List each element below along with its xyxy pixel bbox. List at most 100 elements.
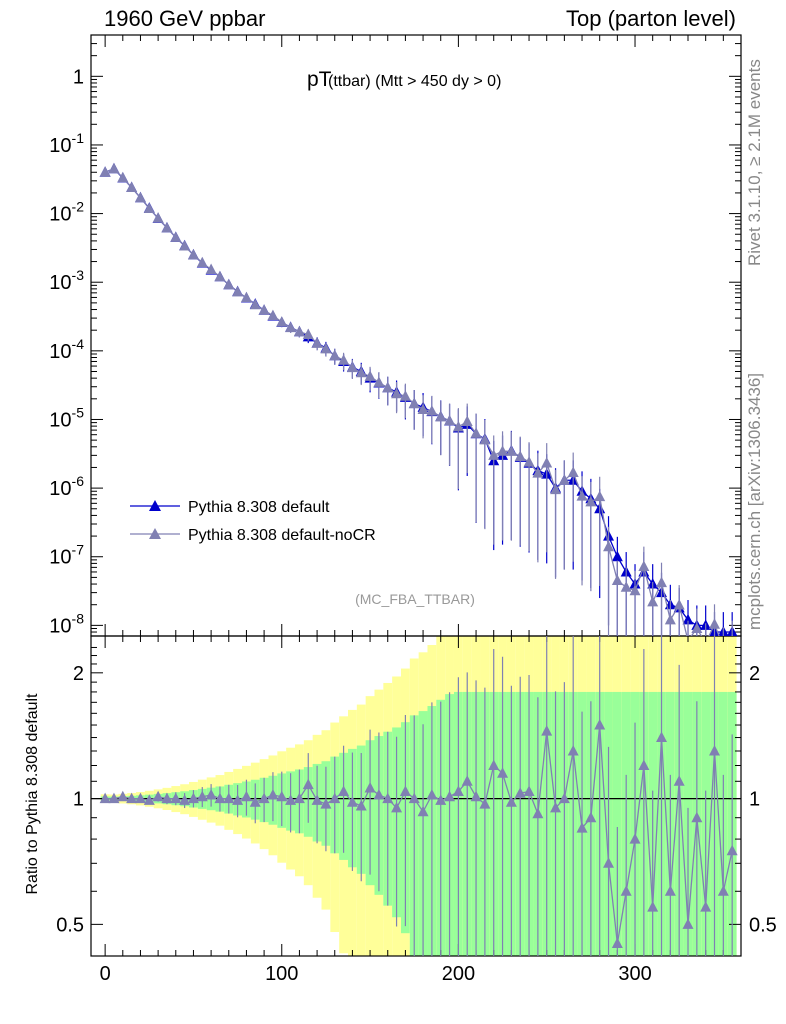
series-nocr-point	[232, 285, 244, 297]
series-nocr-point	[709, 618, 721, 629]
series-nocr-point	[223, 278, 235, 290]
ratio-nocr-point	[126, 792, 138, 804]
series-nocr-point	[620, 581, 632, 592]
ratio-nocr-point	[558, 792, 570, 804]
ratio-nocr-point	[399, 785, 411, 796]
series-nocr-point	[611, 574, 623, 586]
series-nocr-point	[558, 474, 570, 485]
ratio-nocr-point	[567, 744, 579, 756]
ratio-nocr-point	[240, 790, 252, 802]
ratio-nocr-point	[656, 731, 668, 743]
ratio-nocr-point	[258, 792, 270, 804]
series-nocr-point	[187, 248, 199, 260]
series-nocr-point	[267, 309, 279, 321]
series-nocr-point	[585, 495, 597, 507]
header-energy-label: 1960 GeV ppbar	[104, 6, 266, 31]
ratio-nocr-point	[108, 792, 120, 804]
series-nocr-point	[108, 162, 120, 174]
main-y-tick-label: 10-3	[49, 267, 84, 294]
ratio-plot-frame	[90, 635, 742, 957]
ratio-nocr-point	[611, 937, 623, 948]
ratio-x-tick-label: 300	[618, 963, 651, 985]
ratio-nocr-point	[152, 790, 164, 802]
series-nocr-point	[126, 181, 138, 192]
ratio-nocr-point	[161, 792, 173, 804]
ratio-nocr-point	[523, 785, 535, 796]
ratio-nocr-point	[382, 792, 394, 804]
ratio-nocr-point	[285, 794, 297, 805]
series-nocr-point	[170, 231, 182, 242]
ratio-nocr-point	[691, 811, 703, 823]
ratio-y-tick-label-right: 2	[749, 663, 760, 685]
ratio-nocr-point	[143, 794, 155, 805]
ratio-y-tick-label: 0.5	[56, 914, 84, 936]
ratio-nocr-point	[673, 775, 685, 786]
ratio-nocr-point	[709, 744, 721, 756]
series-nocr-point	[134, 191, 146, 203]
series-nocr-point	[179, 240, 191, 251]
series-nocr-point	[687, 634, 689, 636]
ratio-nocr-point	[276, 790, 288, 802]
series-nocr-point	[532, 467, 544, 478]
ratio-nocr-point	[461, 775, 473, 786]
ratio-nocr-point	[196, 790, 208, 802]
series-nocr-point	[214, 270, 226, 282]
ratio-nocr-point	[479, 798, 491, 809]
series-nocr-point	[444, 414, 456, 426]
series-nocr-point	[399, 390, 411, 401]
series-nocr-point	[364, 370, 376, 381]
ratio-y-axis-label: Ratio to Pythia 8.308 default	[24, 693, 41, 895]
series-nocr-point	[117, 171, 129, 183]
series-nocr-point	[346, 361, 358, 373]
main-axes-box	[90, 34, 742, 637]
series-nocr-point	[196, 256, 208, 268]
ratio-nocr-point	[682, 918, 694, 929]
legend-marker-default	[149, 500, 161, 511]
series-default-line	[104, 167, 733, 633]
band-1sigma	[612, 691, 622, 956]
ratio-nocr-point	[594, 719, 606, 730]
series-nocr-point	[276, 316, 288, 327]
series-nocr-point	[373, 376, 385, 387]
series-nocr-point	[329, 349, 341, 361]
series-nocr-point	[603, 540, 615, 552]
ratio-y-tick-label-right: 0.5	[749, 914, 777, 936]
series-nocr-point	[320, 342, 332, 354]
series-nocr-point	[594, 490, 606, 502]
header-process-label: Top (parton level)	[566, 6, 736, 31]
series-nocr-point	[656, 576, 668, 588]
legend-label-default: Pythia 8.308 default	[188, 499, 330, 516]
ratio-nocr-point	[293, 792, 305, 804]
series-nocr-point	[638, 560, 650, 572]
ratio-nocr-point	[214, 792, 226, 804]
ratio-nocr-point	[355, 800, 367, 811]
series-nocr-point	[99, 166, 111, 177]
main-series-group	[99, 162, 738, 636]
series-nocr-point	[664, 613, 676, 625]
ratio-nocr-point	[249, 796, 261, 807]
main-y-tick-label: 10-7	[49, 542, 84, 569]
main-y-tick-label: 10-1	[49, 130, 84, 157]
ratio-nocr-point	[417, 805, 429, 817]
ratio-x-tick-label: 200	[442, 963, 475, 985]
ratio-nocr-point	[426, 789, 438, 800]
ratio-nocr-point	[629, 833, 641, 844]
ratio-nocr-point	[311, 794, 323, 805]
ratio-nocr-point	[391, 801, 403, 813]
series-nocr-point	[382, 381, 394, 393]
ratio-nocr-point	[373, 789, 385, 800]
main-y-tick-label: 10-8	[49, 610, 84, 637]
series-nocr-point	[258, 304, 270, 315]
series-nocr-point	[205, 263, 217, 275]
ratio-nocr-point	[320, 798, 332, 809]
series-nocr-point	[673, 599, 685, 610]
ratio-nocr-point	[550, 801, 562, 813]
ratio-uncertainty-bands	[100, 636, 737, 956]
series-nocr-point	[293, 325, 305, 337]
series-nocr-point	[311, 337, 323, 348]
series-nocr-point	[338, 354, 350, 365]
series-nocr-point	[435, 410, 447, 422]
series-nocr-point	[161, 221, 173, 233]
ratio-nocr-point	[576, 822, 588, 833]
series-nocr-point	[470, 427, 482, 438]
